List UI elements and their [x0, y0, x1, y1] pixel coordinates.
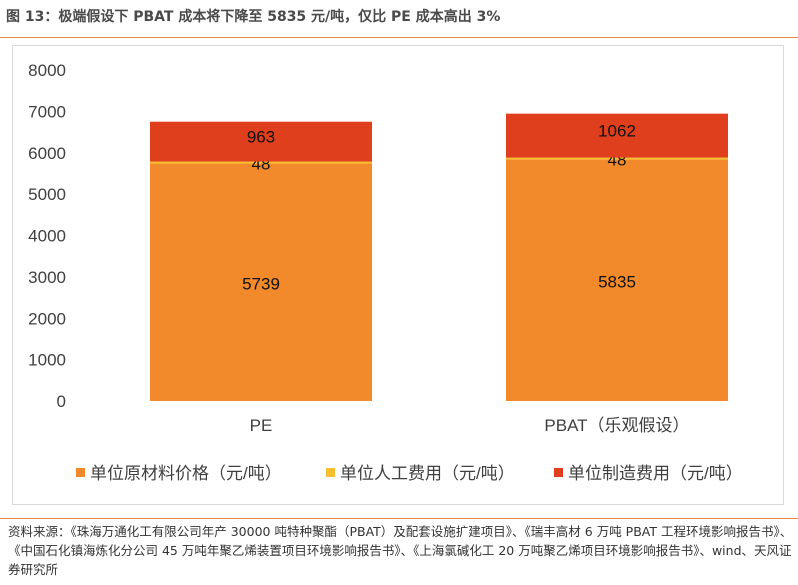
- y-tick-label: 3000: [28, 268, 66, 287]
- legend-label: 单位人工费用（元/吨）: [340, 464, 515, 483]
- legend-label: 单位制造费用（元/吨）: [568, 464, 743, 483]
- bar-segment: [150, 161, 372, 164]
- source-note: 资料来源：《珠海万通化工有限公司年产 30000 吨特种聚酯（PBAT）及配套设…: [8, 524, 793, 577]
- bar-segment: [506, 159, 728, 401]
- x-tick-label: PE: [250, 416, 273, 435]
- y-tick-label: 4000: [28, 227, 66, 246]
- legend-swatch: [554, 468, 563, 477]
- y-tick-label: 5000: [28, 185, 66, 204]
- y-tick-label: 2000: [28, 309, 66, 328]
- bar-segment: [150, 163, 372, 401]
- bar-segment: [506, 157, 728, 160]
- stacked-bar-chart: 0100020003000400050006000700080005739489…: [28, 61, 743, 483]
- bar-segment: [506, 113, 728, 158]
- legend-swatch: [76, 468, 85, 477]
- y-tick-label: 8000: [28, 61, 66, 80]
- data-label: 5739: [242, 274, 280, 293]
- x-tick-label: PBAT（乐观假设）: [544, 416, 689, 435]
- y-tick-label: 0: [57, 392, 66, 411]
- source-divider: [0, 518, 798, 519]
- y-tick-label: 1000: [28, 351, 66, 370]
- bar-segment: [150, 121, 372, 162]
- y-tick-label: 6000: [28, 144, 66, 163]
- figure-title: 图 13：极端假设下 PBAT 成本将下降至 5835 元/吨，仅比 PE 成本…: [6, 9, 501, 25]
- data-label: 1062: [598, 122, 636, 141]
- legend-label: 单位原材料价格（元/吨）: [90, 464, 282, 483]
- title-divider: [0, 37, 798, 38]
- data-label: 963: [247, 128, 275, 147]
- data-label: 5835: [598, 272, 636, 291]
- legend-swatch: [326, 468, 335, 477]
- chart-frame: [12, 45, 784, 505]
- y-tick-label: 7000: [28, 102, 66, 121]
